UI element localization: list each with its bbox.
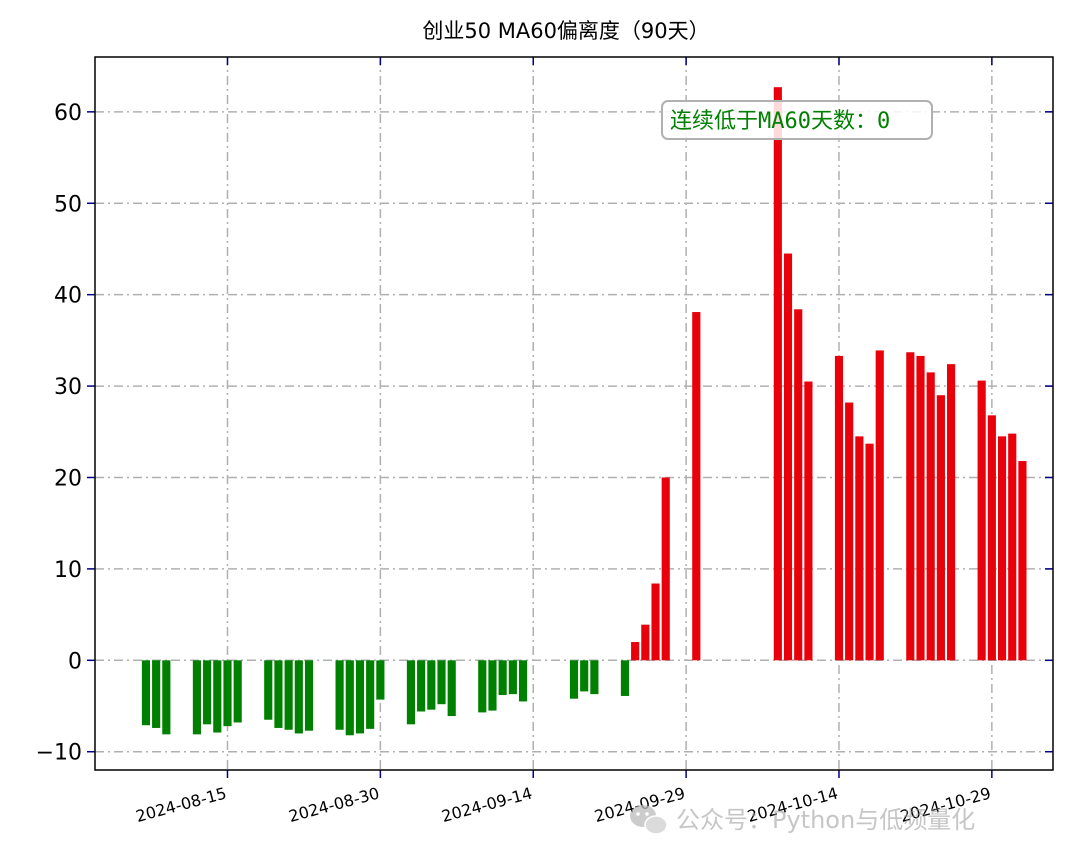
bar <box>488 660 497 711</box>
bar <box>294 660 303 734</box>
chart-title: 创业50 MA60偏离度（90天） <box>422 19 709 43</box>
y-tick-label: 30 <box>54 375 82 400</box>
bar <box>335 660 344 730</box>
bar <box>855 436 864 661</box>
bar <box>152 660 161 728</box>
bar <box>804 381 813 661</box>
bar <box>641 624 650 661</box>
bar <box>478 660 487 713</box>
bar <box>274 660 283 728</box>
bar <box>926 372 935 661</box>
bar <box>376 660 385 700</box>
bar <box>906 352 915 661</box>
y-tick-label: 50 <box>54 192 82 217</box>
bar <box>651 583 660 661</box>
x-tick-label: 2024-09-14 <box>440 784 535 826</box>
annotation-box: 连续低于MA60天数：0 <box>661 100 933 140</box>
watermark-text: 公众号：Python与低频量化 <box>676 806 975 834</box>
bar <box>834 355 844 661</box>
bar <box>865 443 874 661</box>
bar <box>794 309 803 661</box>
bar <box>141 660 151 726</box>
bar <box>498 660 507 696</box>
y-tick-label: 60 <box>54 101 82 126</box>
y-tick-label: −10 <box>36 741 82 766</box>
wechat-icon <box>630 805 668 835</box>
bar <box>162 660 171 735</box>
bar <box>631 642 640 661</box>
x-tick-label: 2024-08-15 <box>134 784 229 826</box>
bar <box>773 87 782 661</box>
y-tick-label: 20 <box>54 466 82 491</box>
bar <box>213 660 222 733</box>
y-tick-label: 0 <box>68 649 82 674</box>
bar <box>447 660 456 717</box>
y-tick-label: 40 <box>54 284 82 309</box>
bar <box>620 660 630 696</box>
bar <box>977 380 986 661</box>
bar <box>427 660 436 710</box>
bar <box>569 660 579 699</box>
bar <box>233 660 242 723</box>
bar-series <box>141 87 1027 736</box>
bar <box>845 402 854 661</box>
bar <box>987 415 996 661</box>
bar <box>783 253 793 661</box>
bar <box>284 660 293 730</box>
bar <box>304 660 314 731</box>
bar <box>916 355 925 661</box>
x-tick-label: 2024-08-30 <box>287 784 382 826</box>
bar <box>355 660 365 734</box>
bar <box>947 364 956 661</box>
y-tick-labels: −10 0 10 20 30 40 50 60 <box>36 101 82 766</box>
bar <box>406 660 416 725</box>
y-tick-label: 10 <box>54 558 82 583</box>
plot-frame <box>94 56 1054 771</box>
annotation-text: 连续低于MA60天数：0 <box>670 109 890 134</box>
bar <box>1018 461 1027 661</box>
bar <box>192 660 201 735</box>
bar <box>437 660 446 705</box>
bar <box>223 660 232 727</box>
bar <box>366 660 375 729</box>
bar <box>1008 433 1017 661</box>
bar <box>417 660 426 712</box>
bar <box>997 436 1007 661</box>
bar <box>345 660 354 736</box>
bar <box>936 395 945 661</box>
bar <box>508 660 517 695</box>
watermark: 公众号：Python与低频量化 <box>630 805 975 835</box>
annotation-frame <box>661 100 933 140</box>
axis-ticks <box>87 57 1053 778</box>
bar <box>203 660 212 725</box>
bar <box>264 660 273 720</box>
bar <box>661 477 670 661</box>
bar <box>875 350 884 661</box>
bar <box>518 660 528 702</box>
bar <box>580 660 589 692</box>
bar <box>590 660 599 695</box>
bar <box>692 312 701 661</box>
